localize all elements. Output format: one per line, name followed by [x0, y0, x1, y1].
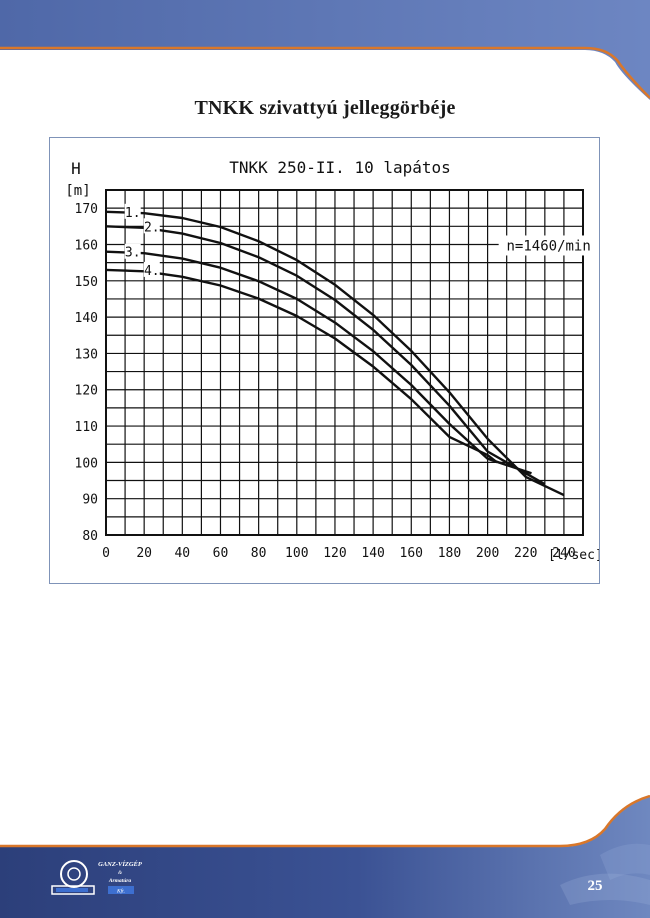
logo-line-1: GANZ-VÍZGÉP: [98, 860, 143, 868]
curve-4: [105, 268, 498, 464]
plot-frame: [105, 189, 584, 536]
curve-label-background: [124, 203, 141, 219]
curve-label-background: [143, 261, 160, 277]
x-tick-label: 160: [400, 546, 423, 561]
y-tick-label: 100: [75, 456, 98, 471]
pump-curve-chart: 0 20 40 60 80 100 120 140 160 180 200 220 240 80 90 100…: [65, 158, 599, 563]
y-tick-label: 90: [82, 493, 98, 508]
logo-line-4: Kft.: [116, 888, 125, 895]
page-number: 25: [587, 878, 603, 894]
header-band: [0, 0, 650, 100]
y-tick-label: 130: [75, 347, 98, 362]
x-tick-label: 80: [251, 546, 267, 561]
speed-annotation: n=1460/min: [507, 238, 591, 254]
curve-3: [105, 250, 532, 475]
logo-line-2: &: [118, 870, 123, 876]
y-tick-label: 110: [75, 420, 98, 435]
y-tick-label: 160: [75, 238, 98, 253]
x-tick-label: 100: [285, 546, 308, 561]
curve-label-4: 4.: [144, 264, 160, 279]
y-tick-label: 150: [75, 275, 98, 290]
x-tick-label: 140: [361, 546, 384, 561]
x-tick-label: 180: [438, 546, 461, 561]
curve-label-3: 3.: [125, 246, 141, 261]
chart-title: TNKK 250-II. 10 lapátos: [229, 158, 451, 177]
curve-label-background: [143, 218, 160, 234]
x-tick-label: 40: [174, 546, 190, 561]
curve-2: [105, 225, 546, 486]
y-tick-label: 80: [82, 529, 98, 544]
x-tick-label: 200: [476, 546, 499, 561]
logo-line-3: Armatúra: [108, 878, 132, 884]
annotation-background: [498, 235, 594, 256]
curve-1: [105, 210, 565, 497]
company-logo: GANZ-VÍZGÉP & Armatúra Kft.: [51, 860, 143, 895]
x-tick-label: 240: [552, 546, 575, 561]
chart-frame: 0 20 40 60 80 100 120 140 160 180 200 220 240 80 90 100…: [49, 137, 600, 584]
x-tick-label: 0: [102, 546, 110, 561]
x-tick-label: 120: [323, 546, 346, 561]
footer-band: [0, 795, 650, 918]
curve-label-2: 2.: [144, 220, 160, 235]
x-tick-label: 220: [514, 546, 537, 561]
x-axis-unit: [l/sec]: [548, 548, 599, 563]
curve-label-1: 1.: [125, 206, 141, 221]
page-title: TNKK szivattyú jelleggörbéje: [194, 97, 456, 119]
curve-label-background: [124, 243, 141, 259]
x-tick-label: 60: [213, 546, 229, 561]
x-tick-label: 20: [136, 546, 152, 561]
y-tick-label: 120: [75, 384, 98, 399]
y-tick-label: 170: [75, 202, 98, 217]
y-tick-label: 140: [75, 311, 98, 326]
y-axis-label: H: [71, 159, 81, 178]
y-axis-unit: [m]: [65, 183, 90, 199]
